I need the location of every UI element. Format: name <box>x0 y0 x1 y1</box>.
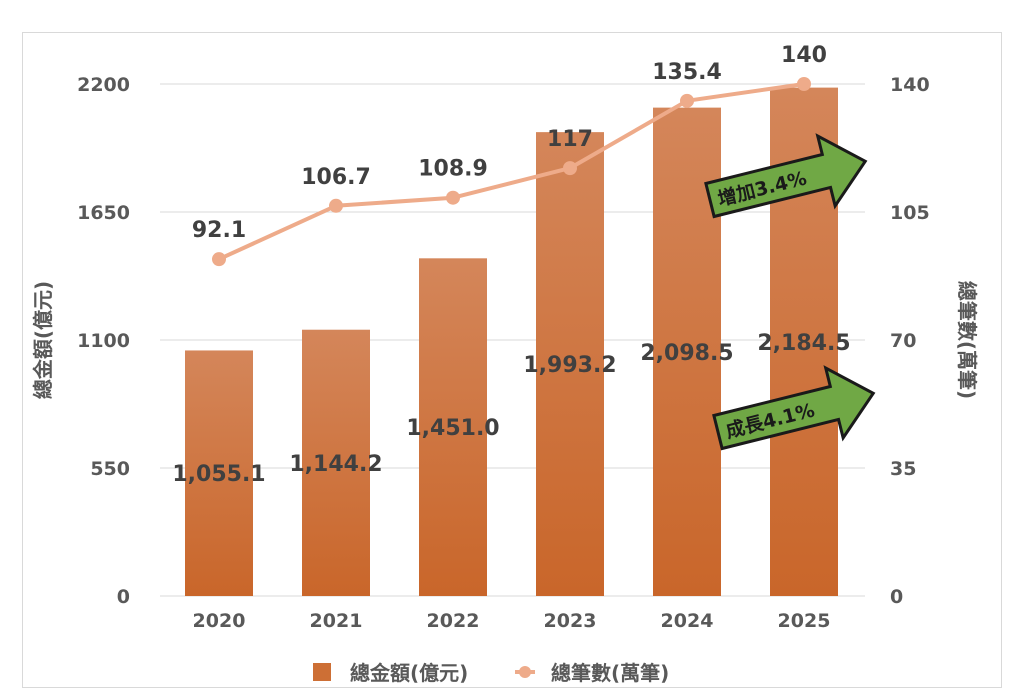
line-point <box>563 161 577 176</box>
bar <box>302 329 370 596</box>
line-data-label: 135.4 <box>652 60 722 85</box>
bar-data-label: 2,184.5 <box>757 331 850 356</box>
arrow-shape <box>712 365 876 451</box>
bar-data-label: 1,055.1 <box>172 462 265 487</box>
bar <box>185 350 253 596</box>
x-tick-label: 2024 <box>661 610 714 632</box>
legend-bar-swatch <box>313 663 331 681</box>
line-point <box>329 198 343 213</box>
left-axis-title: 總金額(億元) <box>31 281 55 399</box>
left-tick-label: 2200 <box>77 74 130 96</box>
bar <box>536 132 604 597</box>
line-point <box>212 252 226 267</box>
legend-line-marker <box>519 666 531 678</box>
legend-bar-label: 總金額(億元) <box>350 661 468 685</box>
line-point <box>680 93 694 108</box>
right-tick-label: 35 <box>890 458 916 480</box>
left-tick-label: 0 <box>117 586 130 608</box>
right-tick-label: 0 <box>890 586 903 608</box>
legend-line-label: 總筆數(萬筆) <box>551 661 669 685</box>
right-axis-title: 總筆數(萬筆) <box>955 281 979 399</box>
bar-data-label: 1,144.2 <box>289 452 382 477</box>
x-tick-label: 2022 <box>427 610 480 632</box>
series-line <box>218 82 805 261</box>
line-point <box>446 190 460 205</box>
x-tick-label: 2020 <box>193 610 246 632</box>
line-data-label: 106.7 <box>301 165 371 190</box>
right-tick-label: 105 <box>890 202 930 224</box>
left-tick-label: 1650 <box>77 202 130 224</box>
bar-data-label: 1,451.0 <box>406 416 499 441</box>
bar-data-label: 1,993.2 <box>523 353 616 378</box>
x-tick-label: 2025 <box>778 610 831 632</box>
arrow-shape <box>704 133 868 219</box>
right-tick-label: 140 <box>890 74 930 96</box>
x-tick-label: 2021 <box>310 610 363 632</box>
line-data-label: 92.1 <box>192 218 246 243</box>
chart-frame <box>22 32 1002 688</box>
bar-data-label: 2,098.5 <box>640 341 733 366</box>
line-point <box>797 77 811 91</box>
line-data-label: 108.9 <box>418 157 488 182</box>
x-tick-label: 2023 <box>544 610 597 632</box>
left-tick-label: 550 <box>90 458 130 480</box>
right-tick-label: 70 <box>890 330 916 352</box>
left-tick-label: 1100 <box>77 330 130 352</box>
line-data-label: 140 <box>781 43 827 68</box>
bar <box>419 258 487 596</box>
line-data-label: 117 <box>547 127 593 152</box>
